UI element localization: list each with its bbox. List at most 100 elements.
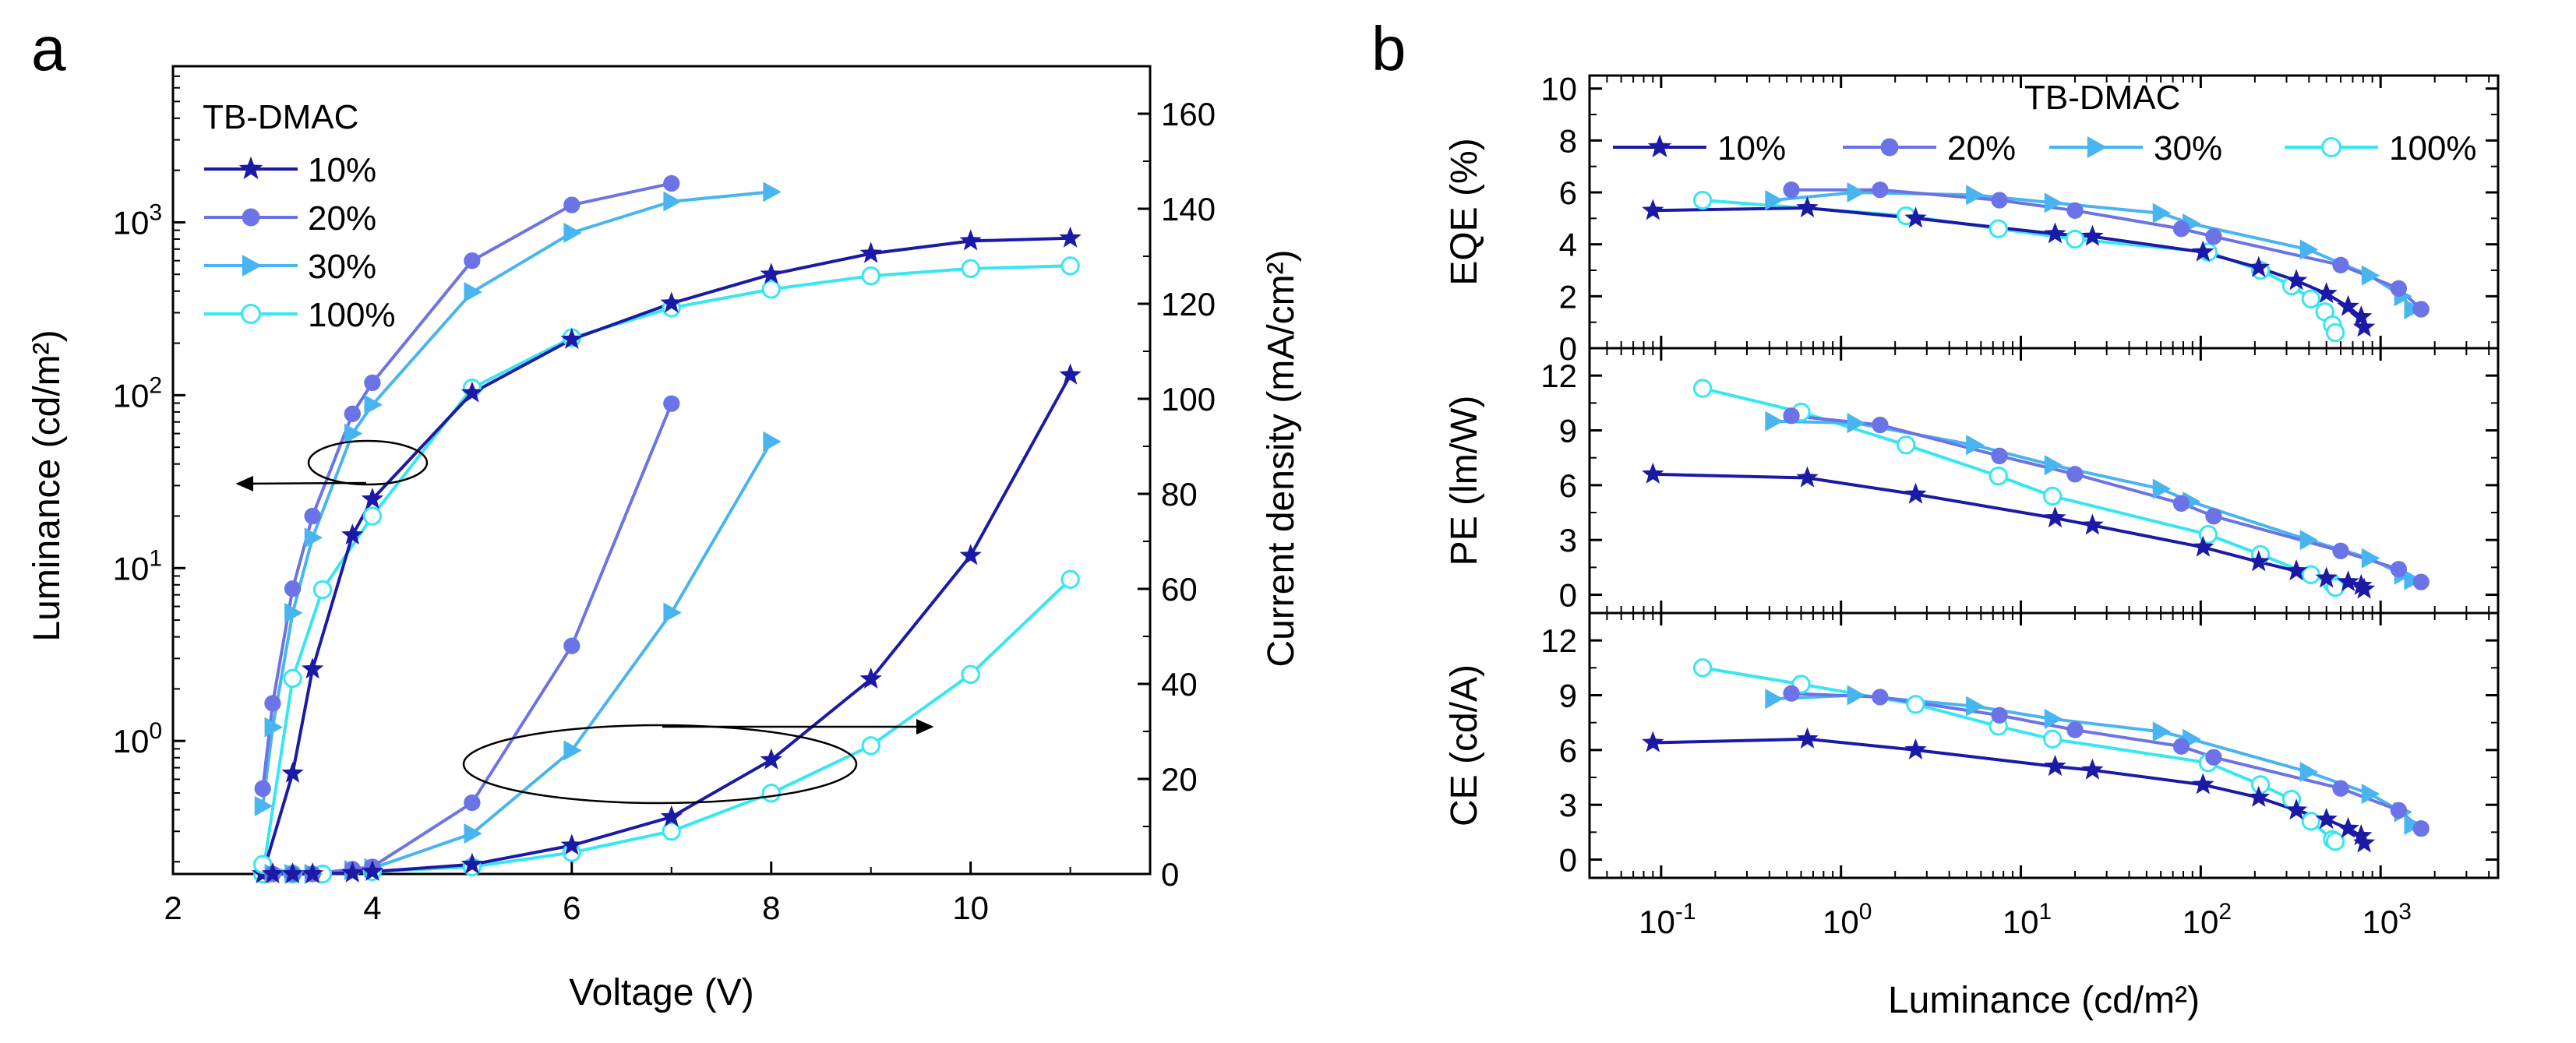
subplot-1-point-10pct (2352, 577, 2376, 599)
subplot-0-point-30pct (2044, 192, 2063, 213)
subplot-y-tick-label: 6 (1559, 174, 1577, 211)
subplot-0-point-20pct (2412, 301, 2430, 318)
subplot-1-point-10pct (2350, 573, 2373, 595)
subplot-2-point-10pct (1642, 731, 1664, 752)
current-density-point-10pct (261, 862, 284, 884)
subplot-2-point-100pct (2325, 831, 2345, 851)
legend-marker (241, 304, 261, 324)
subplot-1-point-20pct (2390, 561, 2408, 578)
y-right-tick-label: 80 (1161, 476, 1198, 513)
subplot-y-tick-label: 9 (1559, 413, 1577, 449)
legend-marker-b (1880, 138, 1899, 157)
y-right-tick-label: 40 (1161, 666, 1198, 703)
legend-marker (242, 255, 262, 277)
subplot-y-tick-label: 6 (1559, 732, 1577, 769)
subplot-0-point-20pct (2390, 280, 2408, 297)
subplot-1-point-10pct (2285, 559, 2308, 581)
subplot-2-point-10pct (2352, 831, 2376, 853)
subplot-2-point-10pct (2044, 755, 2066, 777)
subplot-0-point-20pct (1991, 192, 2008, 209)
y-right-tick-label: 140 (1161, 191, 1216, 227)
y-left-tick-label: 101 (113, 545, 162, 587)
subplot-0-point-100pct (1988, 219, 2008, 238)
x-tick-label: 4 (363, 890, 381, 926)
luminance-point-100pct (761, 280, 781, 299)
subplot-0-point-30pct (2152, 203, 2172, 224)
luminance-point-10pct (301, 657, 324, 679)
luminance-point-30pct (763, 181, 782, 203)
luminance-point-10pct (1059, 226, 1082, 248)
luminance-point-30pct (304, 527, 323, 548)
annotation-ellipse-left (307, 439, 429, 486)
subplot-1-point-10pct (2247, 550, 2270, 572)
current-density-point-10pct (1059, 363, 1082, 385)
subplot-0-point-100pct (1692, 190, 1713, 210)
subplot-1-line-10pct (1653, 472, 2366, 590)
luminance-point-10pct (660, 291, 683, 313)
x-tick-label-b: 101 (2003, 899, 2052, 940)
subplot-0-point-20pct (2172, 220, 2190, 238)
subplot-y-tick-label: 0 (1559, 577, 1577, 614)
legend-label-b: 10% (1717, 129, 1786, 167)
current-density-point-100pct (861, 736, 880, 756)
current-density-point-10pct (959, 544, 982, 566)
subplot-2-point-30pct (1847, 685, 1865, 706)
subplot-1-point-30pct (2299, 530, 2319, 551)
legend-title-b: TB-DMAC (2024, 79, 2180, 117)
subplot-2-line-20pct (1791, 692, 2422, 830)
panel-b-letter: b (1371, 14, 1406, 83)
subplot-2-point-10pct (2247, 785, 2270, 807)
subplot-0-point-100pct (2325, 322, 2345, 343)
x-tick-label-b: 103 (2363, 899, 2412, 940)
y-right-tick-label: 120 (1161, 286, 1216, 322)
legend-title: TB-DMAC (203, 98, 358, 136)
y-right-axis-title: Current density (mA/cm²) (1261, 249, 1302, 667)
subplot-1-point-20pct (2205, 508, 2222, 525)
subplot-0-point-20pct (2332, 256, 2349, 273)
luminance-line-30pct (261, 190, 771, 807)
subplot-0-point-10pct (2081, 224, 2104, 246)
luminance-point-20pct (284, 580, 302, 597)
y-left-axis-title: Luminance (cd/m²) (26, 329, 68, 641)
subplot-0-point-10pct (2350, 305, 2373, 327)
luminance-point-10pct (361, 488, 384, 509)
subplot-1-point-30pct (1847, 413, 1865, 434)
subplot-2-point-10pct (2081, 758, 2104, 780)
subplot-2-point-20pct (2332, 780, 2349, 797)
legend-label-b: 20% (1947, 129, 2016, 167)
luminance-point-30pct (284, 602, 303, 623)
x-tick-label-b: 10-1 (1639, 899, 1696, 940)
subplot-2-point-100pct (2043, 729, 2063, 749)
subplot-0-point-10pct (2352, 315, 2376, 337)
legend-marker-b (2321, 137, 2341, 157)
annotation-arrow-left (235, 475, 367, 492)
subplot-1-point-30pct (2152, 478, 2172, 499)
subplot-2-point-100pct (1906, 695, 1925, 714)
subplot-2-point-100pct (1692, 658, 1713, 678)
subplot-1-point-10pct (2081, 513, 2104, 535)
y-left-tick-label: 102 (113, 372, 162, 414)
subplot-1-point-20pct (2412, 573, 2430, 590)
subplot-2-point-10pct (2337, 816, 2359, 838)
luminance-point-30pct (264, 717, 283, 738)
subplot-1-point-30pct (1765, 411, 1784, 432)
subplot-0-point-100pct (2065, 229, 2085, 249)
subplot-1-point-30pct (1966, 435, 1985, 456)
subplot-2-point-20pct (1872, 689, 1889, 706)
luminance-point-30pct (663, 191, 682, 212)
subplot-1-point-10pct (2044, 506, 2066, 528)
subplot-1-point-20pct (2172, 495, 2190, 512)
panel-b: b 0 2 4 6 8 10 EQE (%) 0 3 6 9 12 PE (lm/W) 0 3 6 9 12 CE … (1371, 14, 2500, 1021)
subplot-2-point-10pct (1796, 727, 1819, 749)
subplot-1-point-10pct (2315, 566, 2338, 588)
legend-label-b: 100% (2389, 129, 2477, 167)
subplot-1-point-30pct (2361, 548, 2380, 569)
subplot-0-point-10pct (1642, 199, 1664, 220)
luminance-point-10pct (281, 761, 304, 783)
subplot-2-point-20pct (2205, 749, 2222, 766)
subplot-0-point-30pct (1847, 182, 1865, 203)
current-density-point-10pct (301, 862, 324, 884)
y-left-tick-label: 100 (113, 718, 162, 759)
legend-marker-b (1647, 134, 1672, 157)
subplot-1-point-100pct (1988, 466, 2008, 486)
